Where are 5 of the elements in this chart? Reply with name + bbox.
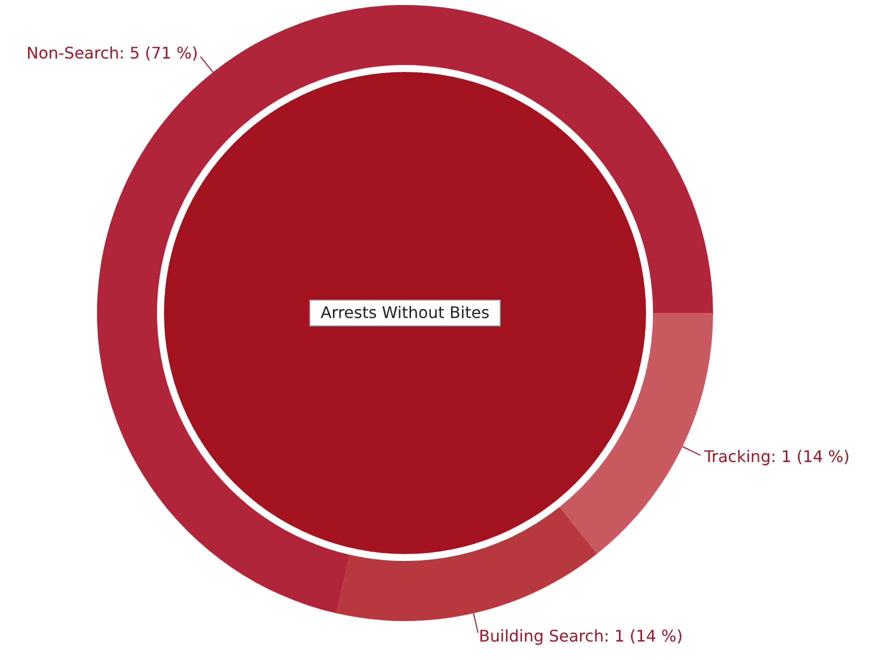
slice-label: Building Search: 1 (14 %) <box>478 626 683 646</box>
donut-slice <box>336 506 598 621</box>
text: Arrests Without Bites <box>320 303 490 322</box>
slice-label: Tracking: 1 (14 %) <box>703 447 850 466</box>
slice-label: Non-Search: 5 (71 %) <box>26 43 198 62</box>
